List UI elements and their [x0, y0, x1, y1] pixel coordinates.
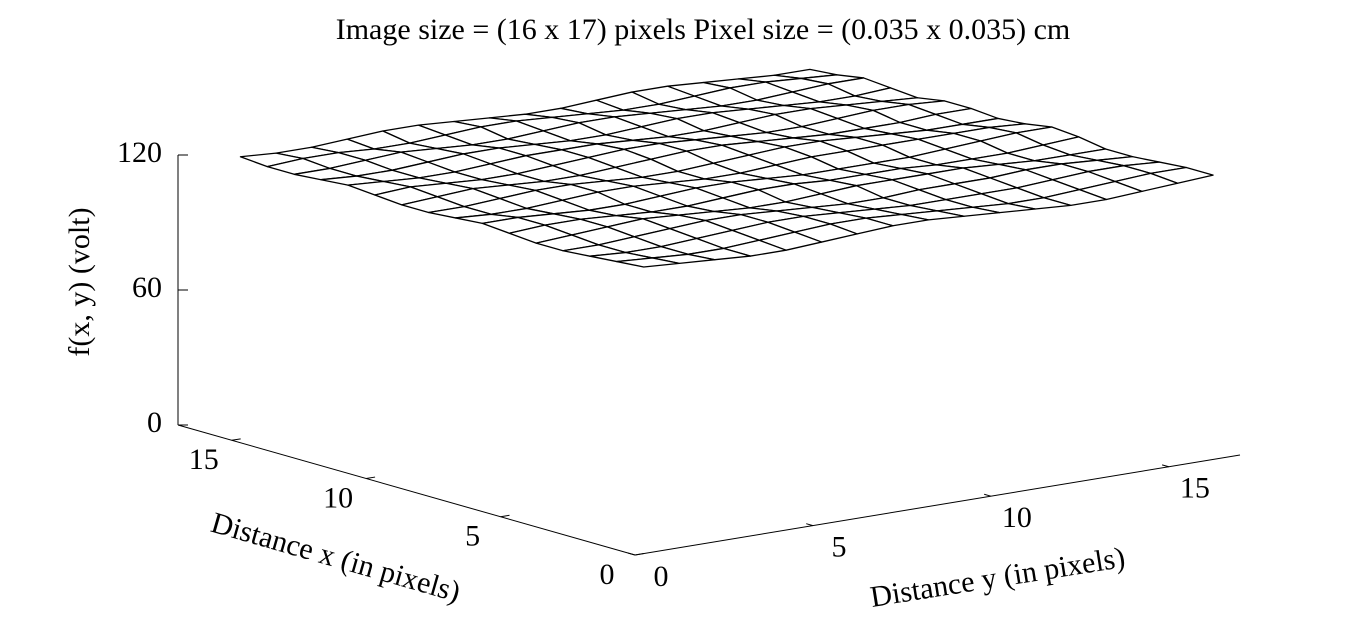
x-axis-label: Distance x (in pixels) [207, 506, 464, 609]
x-tick-label: 0 [600, 558, 615, 591]
z-axis-label: f(x, y) (volt) [63, 207, 96, 356]
x-tick [366, 476, 376, 480]
x-tick [634, 553, 644, 556]
y-tick [984, 493, 992, 497]
z-tick-label: 60 [132, 271, 162, 304]
chart-title: Image size = (16 x 17) pixels Pixel size… [336, 13, 1071, 46]
y-tick [1161, 464, 1169, 468]
x-tick [500, 514, 510, 518]
x-tick-label: 5 [465, 520, 480, 553]
z-tick-label: 0 [147, 406, 162, 439]
y-tick [806, 523, 814, 527]
x-tick [231, 438, 241, 441]
mesh-cell [616, 257, 680, 268]
y-axis [634, 454, 1241, 556]
x-tick-label: 15 [189, 443, 219, 476]
z-tick-label: 120 [117, 136, 162, 169]
x-axis [177, 424, 636, 556]
y-tick-label: 10 [1002, 501, 1032, 534]
y-axis-label: Distance y (in pixels) [868, 541, 1127, 614]
y-tick [628, 552, 636, 556]
x-tick-label: 10 [323, 481, 353, 514]
y-tick-label: 15 [1180, 472, 1210, 505]
y-tick-label: 0 [654, 560, 669, 593]
y-tick-label: 5 [831, 530, 846, 563]
